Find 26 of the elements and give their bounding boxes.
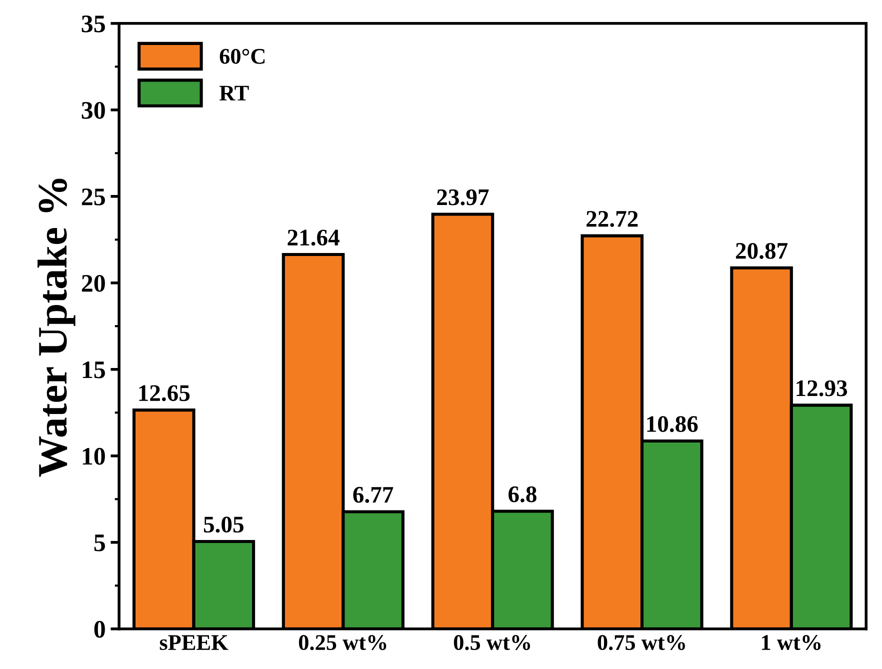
y-tick-label: 10 <box>82 448 105 465</box>
y-tick-label: 30 <box>82 102 105 119</box>
y-tick-label: 25 <box>82 188 105 206</box>
legend-label: 60°C <box>220 48 265 64</box>
data-label: 6.77 <box>353 486 394 503</box>
data-label: 22.72 <box>586 211 638 227</box>
x-tick-label: 0.25 wt% <box>298 635 386 650</box>
y-tick-label: 5 <box>94 534 105 552</box>
data-label: 12.65 <box>139 385 190 402</box>
y-tick-label: 15 <box>82 362 105 378</box>
x-tick-label: 0.5 wt% <box>454 635 530 650</box>
data-label: 10.86 <box>647 416 698 432</box>
legend-label: RT <box>219 86 249 100</box>
data-label: 23.97 <box>437 189 489 206</box>
data-label: 12.93 <box>796 380 848 396</box>
x-tick-label: 0.75 wt% <box>598 635 685 650</box>
data-label: 20.87 <box>736 242 788 259</box>
data-label: 21.64 <box>288 230 340 246</box>
x-tick-label: 1 wt% <box>762 635 821 650</box>
y-tick-label: 20 <box>82 274 105 292</box>
y-tick-label: 35 <box>82 16 105 32</box>
data-label: 6.8 <box>508 486 536 502</box>
y-tick-label: 0 <box>94 620 105 638</box>
data-label: 5.05 <box>204 516 244 533</box>
x-tick-label: sPEEK <box>160 635 228 650</box>
y-axis-title: Water Uptake % <box>38 178 76 477</box>
